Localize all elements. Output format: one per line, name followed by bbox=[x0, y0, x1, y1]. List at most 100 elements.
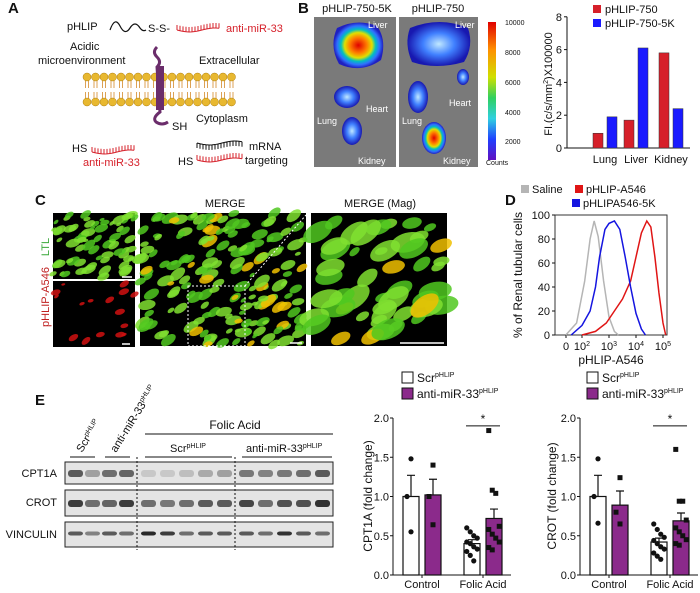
protein-band bbox=[179, 470, 194, 477]
tissue-signal bbox=[116, 222, 122, 227]
legend-sup: pHLIP bbox=[664, 388, 684, 395]
tissue-signal bbox=[262, 320, 269, 325]
tissue-signal bbox=[54, 294, 59, 299]
lipid-tail bbox=[204, 80, 208, 100]
tissue-signal bbox=[413, 256, 431, 272]
tissue-signal bbox=[193, 317, 205, 325]
tissue-signal bbox=[350, 219, 381, 246]
lipid-head bbox=[201, 97, 211, 107]
tissue-signal bbox=[75, 244, 86, 252]
lipid-head bbox=[167, 97, 177, 107]
lipid-head bbox=[142, 97, 151, 107]
legend-name: anti-miR-33 bbox=[417, 387, 479, 401]
tissue-signal bbox=[248, 294, 256, 300]
tissue-signal bbox=[56, 237, 63, 243]
tissue-signal bbox=[119, 226, 130, 236]
protein-band bbox=[68, 470, 83, 477]
tissue-signal bbox=[97, 272, 110, 281]
panel-e-western-blot: Folic Acid ScrpHLIP anti-miR-33pHLIP Scr… bbox=[6, 383, 334, 550]
legend-label: Saline bbox=[532, 184, 563, 196]
tissue-signal bbox=[126, 245, 137, 253]
x-tick-label: Liver bbox=[624, 154, 648, 166]
oligo-strand bbox=[196, 153, 243, 163]
microenvironment-label: microenvironment bbox=[38, 55, 125, 67]
tissue-signal bbox=[231, 294, 239, 300]
data-point bbox=[654, 553, 660, 559]
lane-group-anti-fa: anti-miR-33pHLIP bbox=[246, 443, 323, 455]
protein-band bbox=[85, 531, 100, 536]
protein-band bbox=[217, 531, 232, 536]
tissue-signal bbox=[144, 320, 158, 330]
tissue-signal bbox=[176, 231, 185, 239]
tissue-signal bbox=[130, 214, 139, 222]
lipid-tail bbox=[195, 80, 200, 100]
legend-swatch bbox=[401, 387, 414, 400]
y-tick-label: 0.0 bbox=[374, 570, 389, 582]
lipid-head bbox=[116, 72, 126, 82]
tissue-signal bbox=[225, 328, 233, 334]
tissue-signal bbox=[357, 268, 378, 288]
y-tick-label: 1.5 bbox=[561, 452, 576, 464]
tissue-signal bbox=[249, 272, 255, 278]
tissue-signal bbox=[82, 239, 96, 251]
x-tick-label: 103 bbox=[601, 341, 617, 353]
protein-band bbox=[119, 531, 134, 536]
chart-d-flow-histogram: Saline pHLIP-A546pHLIPA546-5K020406080100… bbox=[511, 184, 671, 367]
tissue-signal bbox=[95, 255, 103, 261]
tissue-signal bbox=[89, 226, 96, 230]
colorbar-tick: 6000 bbox=[505, 80, 521, 87]
x-axis-label: pHLIP-A546 bbox=[578, 353, 644, 367]
data-point bbox=[683, 517, 689, 523]
tissue-signal bbox=[207, 236, 215, 241]
tissue-signal bbox=[174, 302, 188, 314]
kidney-signal-5k bbox=[342, 117, 362, 145]
organ-kidney-5k: Kidney bbox=[358, 156, 386, 166]
tissue-signal bbox=[116, 225, 124, 233]
bar-phlip-750 bbox=[658, 52, 670, 149]
colorbar-tick: 4000 bbox=[505, 110, 521, 117]
protein-band bbox=[315, 470, 330, 477]
organ-kidney-750: Kidney bbox=[443, 156, 471, 166]
phlip-helix-body bbox=[156, 66, 164, 110]
legend-name: Scr bbox=[602, 371, 620, 385]
tissue-signal bbox=[60, 270, 71, 278]
x-tick-exp: 5 bbox=[667, 341, 671, 348]
y-axis-label-part: 2 bbox=[543, 80, 550, 84]
tissue-signal bbox=[50, 289, 61, 296]
tissue-signal bbox=[280, 227, 292, 236]
data-point bbox=[651, 521, 657, 527]
tissue-signal bbox=[212, 278, 225, 287]
data-point bbox=[489, 531, 495, 537]
legend-name: anti-miR-33 bbox=[602, 387, 664, 401]
protein-band bbox=[85, 500, 100, 507]
protein-band bbox=[160, 531, 175, 536]
tissue-signal bbox=[114, 308, 125, 315]
organ-lung-5k: Lung bbox=[317, 116, 337, 126]
panel-b-ivis: pHLIP-750-5K pHLIP-750 Liver bbox=[314, 3, 525, 167]
lipid-head bbox=[193, 72, 202, 82]
cytoplasm-label: Cytoplasm bbox=[196, 113, 248, 125]
lipid-tail bbox=[93, 80, 98, 100]
protein-band bbox=[160, 470, 175, 477]
tissue-signal bbox=[273, 326, 284, 335]
y-tick-label: 40 bbox=[538, 282, 550, 294]
tissue-signal bbox=[64, 211, 74, 219]
data-point bbox=[408, 456, 414, 462]
tissue-signal bbox=[243, 329, 252, 335]
tissue-signal bbox=[198, 288, 213, 301]
extracellular-label: Extracellular bbox=[199, 55, 260, 67]
tissue-signal bbox=[153, 213, 166, 222]
tissue-signal bbox=[81, 228, 96, 237]
data-point bbox=[471, 558, 477, 564]
lane-group-anti-control: anti-miR-33pHLIP bbox=[108, 383, 159, 454]
lipid-head bbox=[116, 97, 126, 107]
x-tick-label: 104 bbox=[628, 341, 644, 353]
tissue-signal bbox=[234, 318, 243, 324]
data-point bbox=[595, 456, 601, 462]
data-point bbox=[673, 525, 679, 531]
x-tick-exp: 2 bbox=[586, 341, 590, 348]
panel-label-a: A bbox=[8, 0, 19, 17]
data-point bbox=[467, 529, 473, 535]
